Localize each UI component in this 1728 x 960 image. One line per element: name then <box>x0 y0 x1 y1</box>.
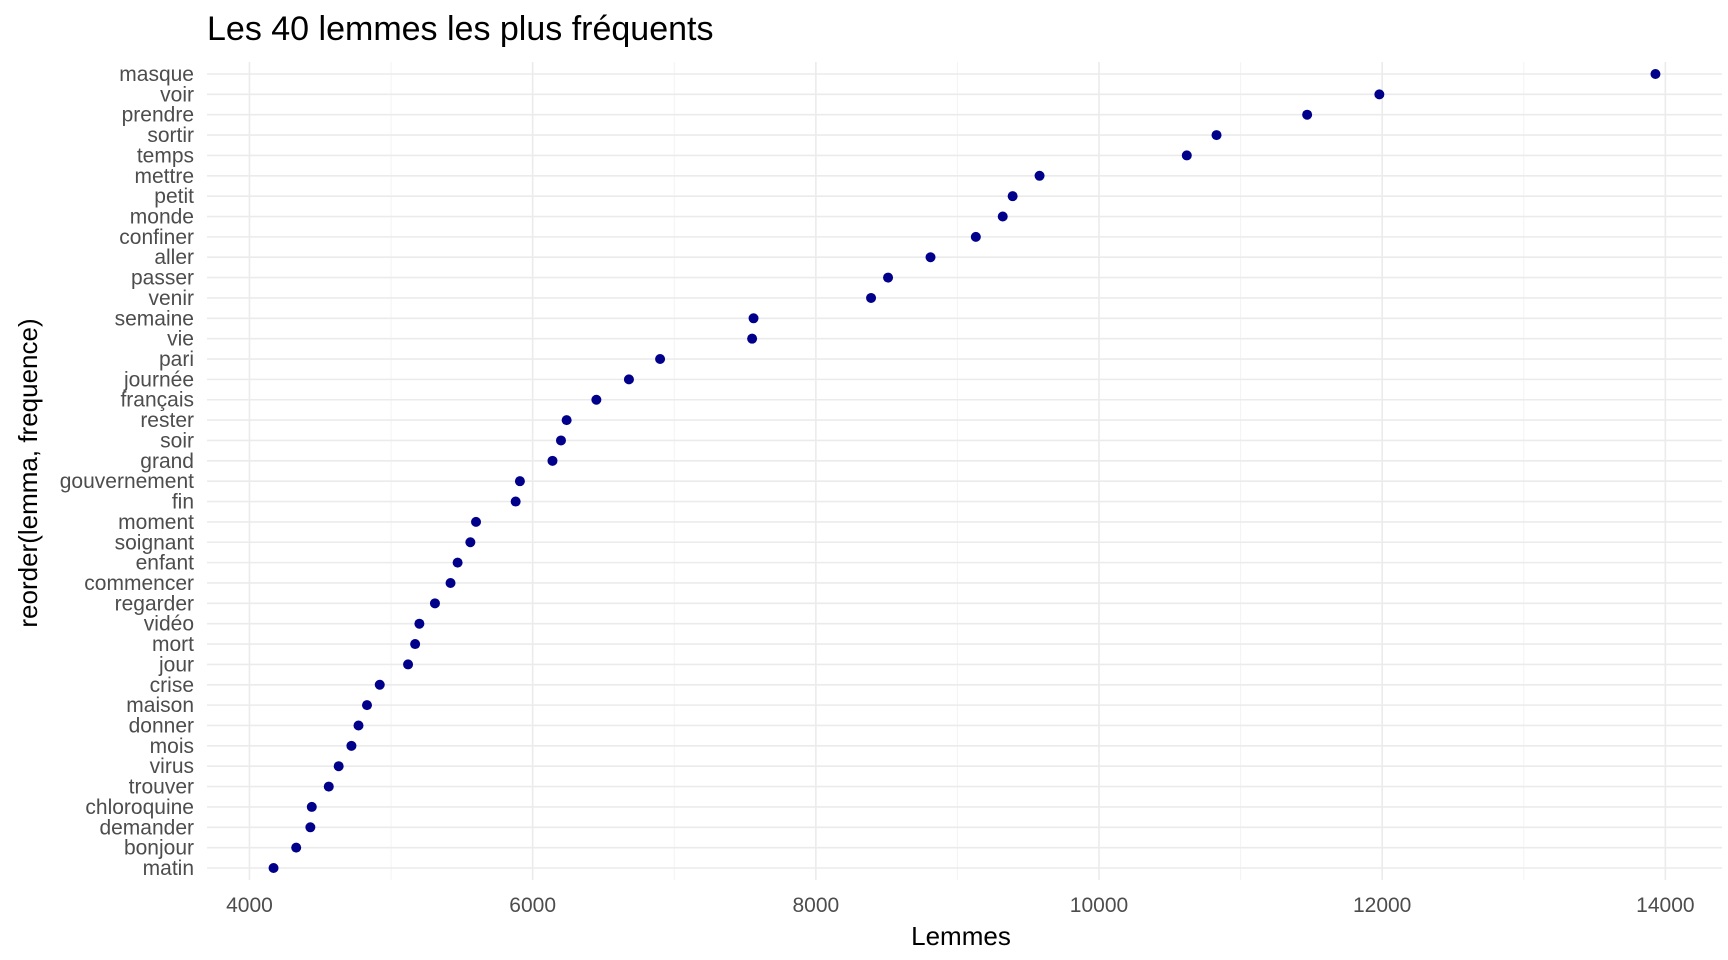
data-point <box>747 333 758 344</box>
data-point <box>333 761 344 772</box>
y-tick-label: chloroquine <box>85 796 194 819</box>
y-tick-label: sortir <box>147 124 194 147</box>
x-tick-label: 12000 <box>1353 894 1411 917</box>
y-tick-label: gouvernement <box>60 470 194 493</box>
x-tick-label: 10000 <box>1070 894 1128 917</box>
y-tick-label: prendre <box>122 104 194 127</box>
data-point <box>623 374 634 385</box>
data-point <box>306 801 317 812</box>
y-tick-label: fin <box>172 491 194 514</box>
data-point <box>1211 130 1222 141</box>
y-tick-label: virus <box>150 755 194 778</box>
data-point <box>429 598 440 609</box>
y-tick-label: français <box>120 389 194 412</box>
y-tick-label: crise <box>150 674 194 697</box>
data-point <box>346 740 357 751</box>
data-point <box>1650 69 1661 79</box>
data-point <box>414 618 425 629</box>
y-tick-label: soir <box>160 429 194 452</box>
chart-title: Les 40 lemmes les plus fréquents <box>207 10 713 48</box>
y-tick-label: monde <box>130 206 194 229</box>
data-point <box>353 720 364 731</box>
y-tick-label: trouver <box>129 776 194 799</box>
data-point <box>374 679 385 690</box>
y-tick-label: mois <box>150 735 194 758</box>
data-point <box>925 252 936 263</box>
y-axis-tick-labels: masquevoirprendresortirtempsmettrepetitm… <box>60 63 194 880</box>
y-tick-label: matin <box>143 857 194 880</box>
data-point <box>866 292 877 303</box>
y-tick-label: pari <box>159 348 194 371</box>
y-tick-label: petit <box>154 185 194 208</box>
data-point <box>1374 89 1385 100</box>
y-tick-label: mort <box>152 633 194 656</box>
data-point <box>445 577 456 588</box>
y-tick-label: venir <box>148 287 194 310</box>
data-point <box>323 781 334 792</box>
y-tick-label: masque <box>119 63 194 86</box>
data-point <box>305 822 316 833</box>
y-tick-label: maison <box>126 694 194 717</box>
data-point <box>748 313 759 324</box>
data-point <box>1007 191 1018 202</box>
y-tick-label: vidéo <box>144 613 194 636</box>
data-point <box>970 231 981 242</box>
y-tick-label: demander <box>99 816 194 839</box>
data-point <box>291 842 302 853</box>
data-point <box>883 272 894 283</box>
y-tick-label: moment <box>118 511 194 534</box>
y-tick-label: jour <box>158 653 194 676</box>
x-tick-label: 8000 <box>792 894 839 917</box>
data-point <box>361 700 372 711</box>
y-tick-label: regarder <box>115 592 194 615</box>
data-point <box>591 394 602 405</box>
data-point <box>268 863 279 873</box>
data-point <box>403 659 414 670</box>
data-point <box>510 496 521 507</box>
data-point <box>410 639 421 650</box>
x-tick-label: 14000 <box>1636 894 1694 917</box>
data-point <box>452 557 463 568</box>
x-tick-label: 4000 <box>226 894 273 917</box>
y-tick-label: bonjour <box>124 837 194 860</box>
y-tick-label: aller <box>154 246 194 269</box>
x-tick-label: 6000 <box>509 894 556 917</box>
data-points <box>268 69 1661 873</box>
data-point <box>555 435 566 446</box>
data-point <box>1034 170 1045 181</box>
data-point <box>997 211 1008 222</box>
y-tick-label: semaine <box>115 307 194 330</box>
data-point <box>465 537 476 548</box>
data-point <box>655 354 666 365</box>
y-tick-label: rester <box>140 409 194 432</box>
y-tick-label: donner <box>129 714 194 737</box>
y-tick-label: mettre <box>134 165 194 188</box>
data-point <box>471 516 482 527</box>
grid <box>207 62 1722 880</box>
data-point <box>1181 150 1192 161</box>
y-tick-label: confiner <box>119 226 194 249</box>
y-tick-label: enfant <box>136 552 195 575</box>
y-tick-label: temps <box>137 144 194 167</box>
y-tick-label: grand <box>140 450 194 473</box>
y-tick-label: journée <box>123 368 194 391</box>
y-tick-label: vie <box>167 328 194 351</box>
data-point <box>514 476 525 487</box>
x-axis-tick-labels: 4000 6000 8000 10000 12000 14000 <box>226 894 1694 917</box>
y-axis-title: reorder(lemma, frequence) <box>13 318 43 627</box>
y-tick-label: passer <box>131 267 194 290</box>
y-tick-label: voir <box>160 83 194 106</box>
data-point <box>547 455 558 466</box>
y-tick-label: commencer <box>84 572 194 595</box>
y-tick-label: soignant <box>115 531 195 554</box>
data-point <box>1302 109 1313 120</box>
x-axis-title: Lemmes <box>911 921 1011 951</box>
data-point <box>561 415 572 426</box>
